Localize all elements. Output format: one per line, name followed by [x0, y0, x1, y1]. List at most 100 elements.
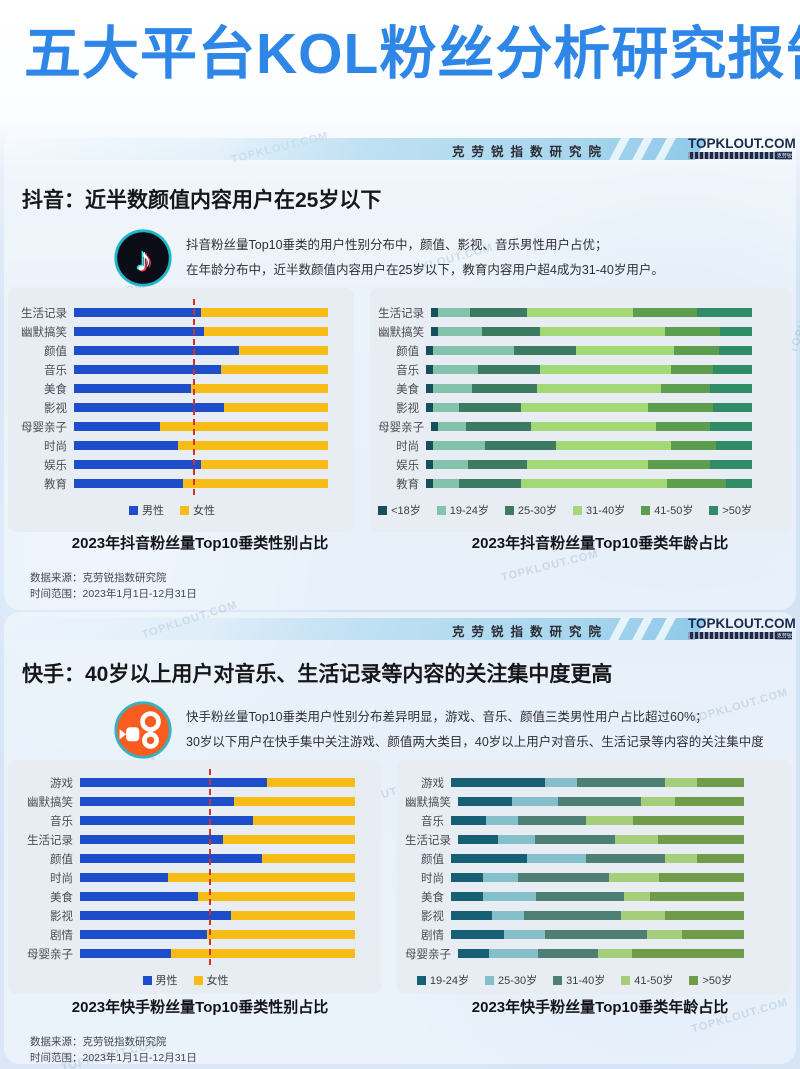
legend-label: 25-30岁: [498, 975, 538, 987]
category-label: 时尚: [396, 440, 420, 453]
chart-row: 颜值: [16, 341, 329, 360]
bar-segment-<18岁: [426, 479, 433, 488]
category-label: 生活记录: [405, 834, 451, 847]
bar-track: [74, 346, 329, 355]
legend-label: 25-30岁: [517, 505, 558, 517]
chart-row: 幽默搞笑: [16, 792, 355, 811]
desc-kuaishou: 快手粉丝量Top10垂类用户性别分布差异明显，游戏、音乐、颜值三类男性用户占比超…: [186, 705, 776, 780]
bar-segment-41-50岁: [664, 778, 698, 787]
bar-segment-19-24岁: [432, 365, 479, 374]
bar-segment-25-30岁: [527, 854, 586, 863]
chart-row: 美食: [405, 887, 744, 906]
bar-track: [80, 797, 355, 806]
chart-row: 影视: [405, 906, 744, 925]
legend-swatch: [485, 975, 495, 985]
bar-segment-31-40岁: [520, 403, 648, 412]
chart-row: 母婴亲子: [405, 944, 744, 963]
legend-swatch: [504, 505, 514, 515]
legend-item: 19-24岁: [416, 972, 469, 988]
headline-kuaishou: 快手：40岁以上用户对音乐、生活记录等内容的关注集中度更高: [22, 663, 613, 686]
bar-segment-31-40岁: [556, 441, 671, 450]
bar-segment-男性: [74, 365, 222, 374]
page-title: 五大平台KOL粉丝分析研究报告: [24, 22, 800, 86]
category-label: 颜值: [44, 345, 67, 358]
bar-segment-男性: [80, 854, 262, 863]
bar-segment-41-50岁: [665, 327, 720, 336]
category-label: 剧情: [50, 929, 73, 942]
bar-segment-25-30岁: [544, 778, 577, 787]
bar-segment->50岁: [719, 327, 752, 336]
bar-segment-19-24岁: [458, 835, 499, 844]
bar-segment-<18岁: [431, 422, 438, 431]
caption-kuaishou-gender: 2023年快手粉丝量Top10垂类性别占比: [71, 999, 329, 1016]
category-label: 音乐: [396, 364, 420, 377]
chart-row: 颜值: [16, 849, 355, 868]
legend-swatch: [180, 505, 190, 515]
bar-track: [431, 422, 752, 431]
source-line: 数据来源：克劳锐指数研究院: [30, 572, 167, 584]
bar-segment-25-30岁: [486, 816, 519, 825]
institute-name: 克劳锐指数研究院: [452, 145, 609, 159]
bar-segment-女性: [198, 892, 355, 901]
bar-track: [74, 460, 329, 469]
bar-track: [426, 460, 752, 469]
bar-track: [458, 835, 744, 844]
bar-segment-41-50岁: [667, 479, 726, 488]
header-band: 克劳锐指数研究院 TOPKLOUT.COM 克劳锐: [0, 136, 800, 162]
caption-kuaishou-age: 2023年快手粉丝量Top10垂类年龄占比: [471, 999, 729, 1016]
legend-item: 男性: [142, 972, 178, 988]
chart-row: 美食: [16, 379, 329, 398]
legend-swatch: [142, 975, 152, 985]
chart-row: 时尚: [405, 868, 744, 887]
bar-segment-男性: [74, 346, 240, 355]
bar-segment-女性: [160, 422, 329, 431]
legend-label: >50岁: [702, 975, 733, 987]
chart-rows: 生活记录 幽默搞笑 颜值 音乐 美食 影视 母婴亲子 时尚 娱乐 教育: [16, 299, 329, 495]
bar-segment-女性: [201, 308, 329, 317]
bar-segment-女性: [253, 816, 355, 825]
chart-row: 生活记录: [16, 303, 329, 322]
bar-segment-25-30岁: [469, 308, 528, 317]
category-label: 美食: [44, 383, 67, 396]
bar-segment-31-40岁: [527, 308, 634, 317]
logo-subtext: 克劳锐: [774, 631, 792, 640]
bar-segment-19-24岁: [432, 460, 469, 469]
bar-segment-31-40岁: [540, 327, 666, 336]
legend-item: 25-30岁: [485, 972, 537, 988]
bar-track: [80, 778, 355, 787]
logo-subtext: 克劳锐: [774, 151, 792, 160]
bar-segment-男性: [80, 949, 171, 958]
bar-segment-31-40岁: [576, 778, 665, 787]
institute-name: 克劳锐指数研究院: [452, 625, 609, 639]
legend-item: 41-50岁: [641, 502, 693, 518]
legend-item: 女性: [193, 972, 229, 988]
bar-segment-31-40岁: [538, 949, 599, 958]
legend-swatch: [709, 505, 719, 515]
bar-segment->50岁: [664, 911, 744, 920]
bar-segment-男性: [80, 930, 207, 939]
bar-segment-41-50岁: [623, 892, 651, 901]
chart-legend: 19-24岁 25-30岁 31-40岁 41-50岁 >50岁: [405, 972, 744, 988]
legend-label: 19-24岁: [449, 505, 489, 517]
bar-segment-19-24岁: [432, 403, 459, 412]
chart-rows: 生活记录 幽默搞笑 颜值 音乐 美食 影视 母婴亲子 时尚 娱乐 教育: [378, 303, 752, 493]
bar-segment-<18岁: [426, 365, 433, 374]
chart-douyin-gender: 生活记录 幽默搞笑 颜值 音乐 美食 影视 母婴亲子 时尚 娱乐 教育 男性 女性: [8, 288, 355, 532]
bar-segment-女性: [223, 403, 329, 412]
bar-segment-男性: [80, 816, 254, 825]
bar-segment-25-30岁: [458, 403, 521, 412]
category-label: 美食: [396, 383, 420, 396]
bar-segment-<18岁: [431, 327, 438, 336]
category-label: 时尚: [50, 872, 73, 885]
bar-segment-31-40岁: [540, 365, 671, 374]
legend-item: 女性: [180, 502, 215, 518]
chart-row: 音乐: [16, 811, 355, 830]
bar-segment-女性: [223, 835, 355, 844]
topklout-logo: TOPKLOUT.COM 克劳锐: [688, 136, 796, 160]
bar-segment-25-30岁: [466, 422, 531, 431]
bar-segment-女性: [231, 911, 355, 920]
bar-segment-19-24岁: [451, 816, 487, 825]
bar-segment-女性: [206, 930, 355, 939]
bar-segment-女性: [170, 949, 355, 958]
chart-row: 生活记录: [378, 303, 752, 322]
